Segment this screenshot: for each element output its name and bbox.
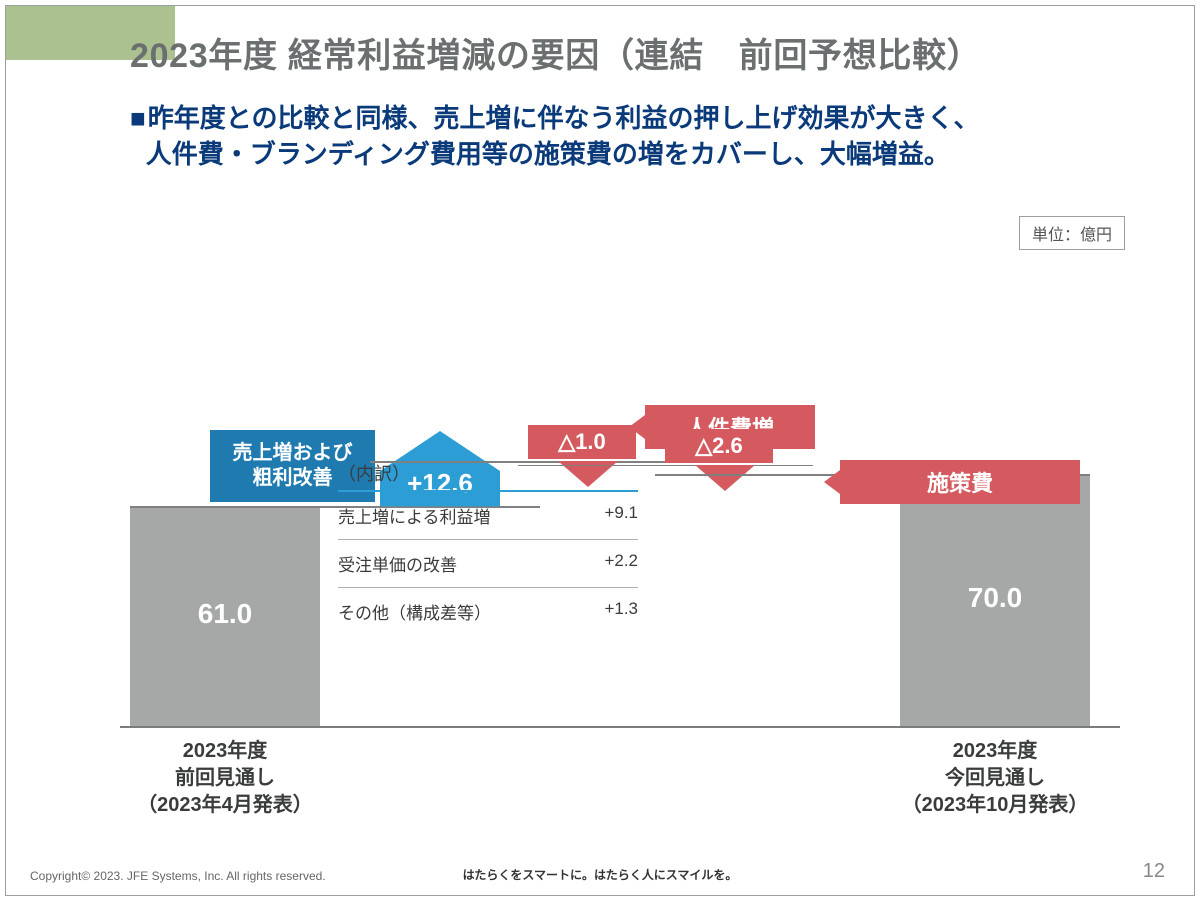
bullet-icon: ■ — [130, 103, 146, 133]
decrease-1-value: △2.6 — [665, 429, 773, 463]
subtitle-line2: 人件費・ブランディング費用等の施策費の増をカバーし、大幅増益。 — [146, 139, 950, 169]
waterfall-chart: 61.0 2023年度前回見通し（2023年4月発表） 70.0 2023年度今… — [120, 200, 1120, 760]
breakdown-row-value: +1.3 — [604, 599, 638, 624]
decrease-0-label-pointer-icon — [629, 415, 645, 439]
breakdown-row-value: +2.2 — [604, 551, 638, 576]
breakdown-row-label: その他（構成差等） — [338, 599, 491, 624]
subtitle: ■昨年度との比較と同様、売上増に伴なう利益の押し上げ効果が大きく、 ■人件費・ブ… — [130, 100, 1140, 173]
breakdown-header: （内訳） — [338, 460, 638, 490]
start-bar-value: 61.0 — [130, 598, 320, 630]
breakdown-row-label: 受注単価の改善 — [338, 551, 457, 576]
breakdown-row: 売上増による利益増 +9.1 — [338, 490, 638, 539]
breakdown-row: その他（構成差等） +1.3 — [338, 587, 638, 635]
end-bar-label: 2023年度今回見通し（2023年10月発表） — [900, 726, 1090, 819]
page-number: 12 — [1143, 860, 1165, 883]
decrease-1-label: 施策費 — [840, 460, 1080, 504]
end-bar: 70.0 2023年度今回見通し（2023年10月発表） — [900, 474, 1090, 726]
decrease-1-triangle-icon — [695, 465, 755, 491]
breakdown-table: （内訳） 売上増による利益増 +9.1 受注単価の改善 +2.2 その他（構成差… — [338, 460, 638, 635]
decrease-0-value: △1.0 — [528, 425, 636, 459]
end-bar-value: 70.0 — [900, 582, 1090, 614]
breakdown-row-value: +9.1 — [604, 503, 638, 528]
start-bar: 61.0 2023年度前回見通し（2023年4月発表） — [130, 506, 320, 726]
breakdown-row: 受注単価の改善 +2.2 — [338, 539, 638, 587]
page-title: 2023年度 経常利益増減の要因（連結 前回予想比較） — [130, 28, 1150, 77]
start-bar-label: 2023年度前回見通し（2023年4月発表） — [130, 726, 320, 819]
breakdown-row-label: 売上増による利益増 — [338, 503, 491, 528]
footer-tagline: はたらくをスマートに。はたらく人にスマイルを。 — [0, 866, 1200, 883]
subtitle-line1: 昨年度との比較と同様、売上増に伴なう利益の押し上げ効果が大きく、 — [148, 103, 980, 133]
decrease-1-label-pointer-icon — [824, 470, 840, 494]
